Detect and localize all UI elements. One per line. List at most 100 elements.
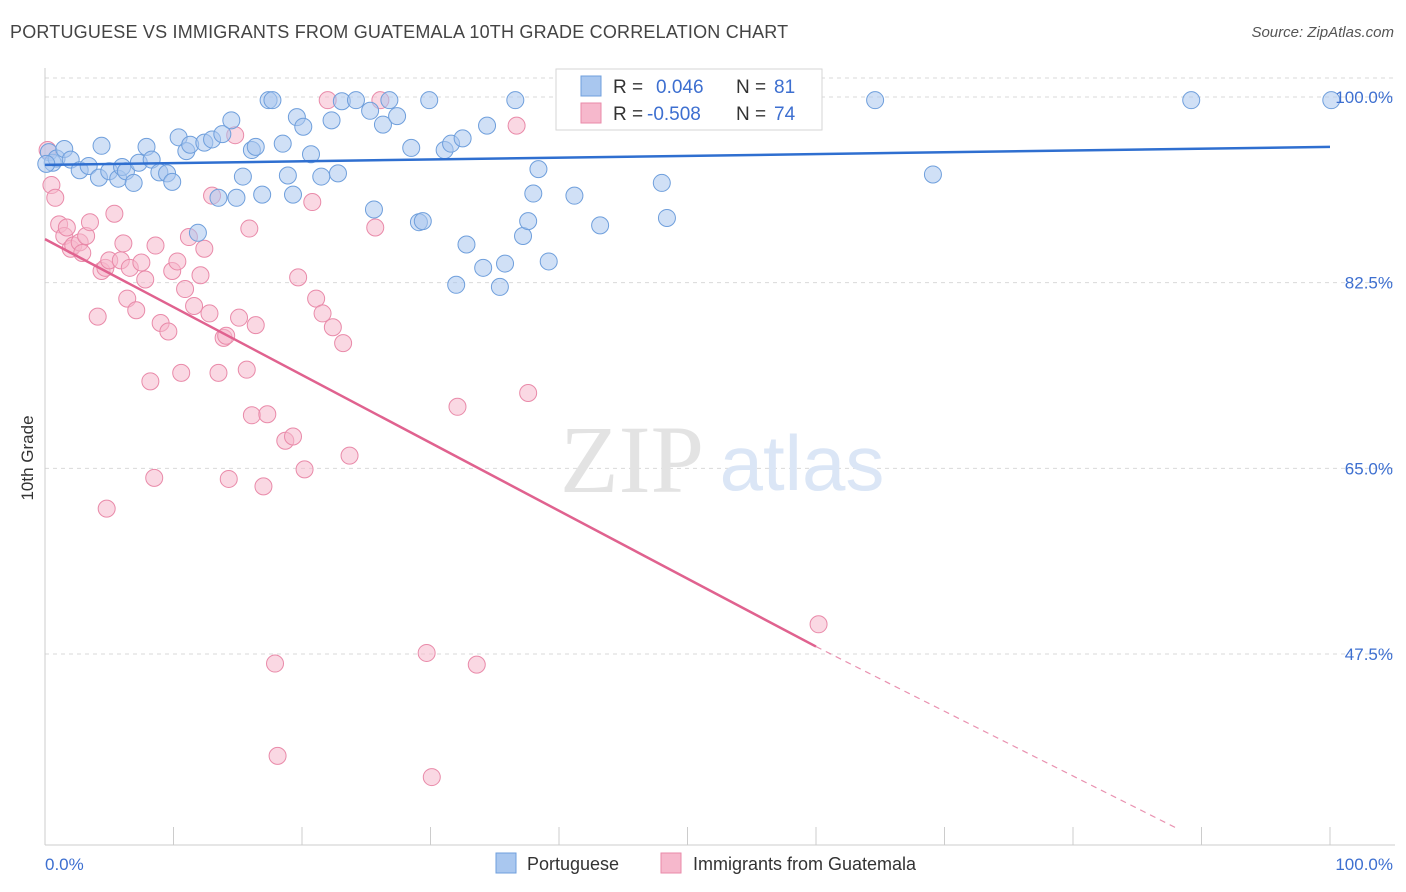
pink-point [185,297,204,316]
pink-point [176,280,195,299]
pink-point [132,253,151,272]
pink-point [334,334,353,353]
pink-point [80,213,99,232]
pink-point [242,406,261,425]
blue-point [565,186,584,205]
blue-point [478,116,497,135]
pink-point [240,219,259,238]
legend-blue-r-value: 0.046 [656,77,704,98]
blue-point [388,107,407,126]
pink-point [168,252,187,271]
pink-point [422,768,441,787]
legend-pink-swatch [580,102,602,124]
blue-point [294,117,313,136]
axes [44,68,1395,846]
pink-point [313,304,332,323]
bottom-legend-pink-label: Immigrants from Guatemala [693,854,917,874]
blue-point [278,166,297,185]
blue-point [866,91,885,110]
blue-point [657,208,676,227]
legend-blue-r-label: R = [613,77,643,98]
blue-point [373,115,392,134]
pink-point [159,322,178,341]
blue-point [361,101,380,120]
pink-point [448,397,467,416]
pink-point [303,193,322,212]
pink-point [200,304,219,323]
blue-point [591,216,610,235]
blue-point [209,188,228,207]
pink-point [246,316,265,335]
pink-point [230,308,249,327]
y-tick-label: 100.0% [1335,88,1393,107]
x-tick-label: 0.0% [45,855,84,874]
blue-point [312,167,331,186]
legend-pink-n-label: N = [736,104,766,125]
legend-blue-n-label: N = [736,77,766,98]
chart-source: Source: ZipAtlas.com [1251,24,1394,41]
blue-points [37,91,1341,296]
pink-point [266,654,285,673]
pink-point [366,218,385,237]
blue-point [263,91,282,110]
pink-point [172,363,191,382]
blue-point [92,136,111,155]
blue-point [413,212,432,231]
blue-point [496,254,515,273]
pink-point [146,236,165,255]
blue-point [213,125,232,144]
blue-point [364,200,383,219]
pink-point [417,643,436,662]
blue-point [284,185,303,204]
bottom-legend-blue-swatch [495,852,517,874]
pink-point [145,468,164,487]
pink-point [105,204,124,223]
x-tick-label: 100.0% [1335,855,1393,874]
pink-point [809,615,828,634]
pink-point [289,268,308,287]
pink-point [307,289,326,308]
blue-point [519,212,538,231]
tick-labels: 47.5% 65.0% 82.5% 100.0% 0.0% 100.0% [45,88,1393,874]
pink-point [340,446,359,465]
blue-point [273,134,292,153]
blue-point [79,156,98,175]
blue-point [420,91,439,110]
pink-point [519,384,538,403]
pink-point [209,363,228,382]
blue-point [652,173,671,192]
blue-point [301,145,320,164]
blue-point [328,164,347,183]
blue-point [124,173,143,192]
blue-trend-line [44,145,1331,167]
blue-point [188,223,207,242]
blue-point [453,129,472,148]
y-tick-label: 65.0% [1345,459,1393,478]
y-axis-label: 10th Grade [18,415,37,500]
pink-point [237,360,256,379]
pink-points [38,91,828,787]
blue-point [233,167,252,186]
blue-point [447,275,466,294]
legend-blue-swatch [580,75,602,97]
blue-point [490,277,509,296]
blue-point [402,138,421,157]
pink-point [195,239,214,258]
watermark-atlas: atlas [720,419,885,507]
pink-point [295,460,314,479]
trendlines [44,145,1331,830]
blue-point [1322,91,1341,110]
y-tick-label: 82.5% [1345,274,1393,293]
legend-blue-n-value: 81 [774,77,795,98]
pink-point [219,469,238,488]
legend-pink-r-value: -0.508 [647,104,701,125]
pink-point [507,116,526,135]
pink-point [323,318,342,337]
pink-point [114,234,133,253]
pink-point [88,307,107,326]
blue-point [253,185,272,204]
blue-point [457,235,476,254]
blue-point [322,111,341,130]
bottom-legend-pink-swatch [660,852,682,874]
